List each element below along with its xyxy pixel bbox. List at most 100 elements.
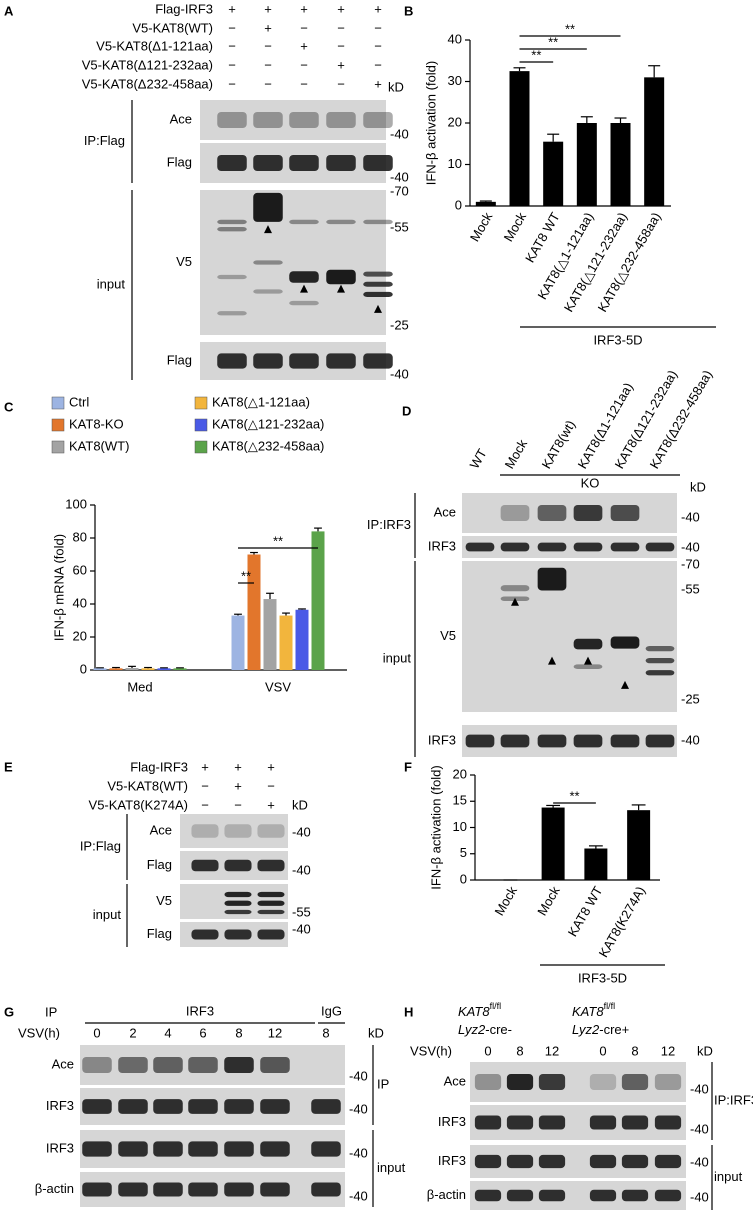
band bbox=[153, 1099, 183, 1114]
band bbox=[224, 1182, 254, 1197]
bar bbox=[311, 531, 325, 670]
y-tick-label: 20 bbox=[73, 628, 87, 643]
lane-label: Mock bbox=[502, 436, 531, 471]
y-axis-label: IFN-β mRNA (fold) bbox=[51, 534, 66, 641]
row-label: Ace bbox=[444, 1073, 466, 1088]
band bbox=[500, 734, 530, 748]
y-tick-label: 40 bbox=[73, 595, 87, 610]
treatment-label: V5-KAT8(WT) bbox=[132, 20, 213, 35]
band bbox=[363, 291, 393, 297]
panel-letter: G bbox=[4, 1004, 14, 1019]
band bbox=[621, 1189, 649, 1202]
marker-label: -40 bbox=[349, 1188, 368, 1203]
marker-label: -55 bbox=[681, 581, 700, 596]
treatment-sign: − bbox=[337, 20, 345, 35]
blot-background bbox=[200, 100, 386, 140]
band bbox=[257, 909, 285, 915]
y-tick-label: 40 bbox=[448, 31, 462, 46]
treatment-sign: − bbox=[300, 20, 308, 35]
band bbox=[645, 645, 675, 652]
bar bbox=[576, 123, 597, 206]
band bbox=[253, 155, 283, 171]
band bbox=[654, 1115, 682, 1130]
genotype: Lyz2-cre- bbox=[458, 1022, 512, 1037]
treatment-sign: − bbox=[337, 76, 345, 91]
panel-letter: B bbox=[404, 3, 413, 18]
band bbox=[610, 636, 640, 649]
band bbox=[257, 900, 285, 906]
bar bbox=[109, 668, 123, 670]
treatment-sign: − bbox=[228, 38, 236, 53]
band bbox=[260, 1099, 290, 1114]
kd-label: kD bbox=[697, 1043, 713, 1058]
treatment-sign: − bbox=[264, 76, 272, 91]
significance-label: ** bbox=[273, 533, 283, 548]
row-label: IRF3 bbox=[428, 732, 456, 747]
gene: Lyz2 bbox=[458, 1022, 486, 1037]
marker-label: -40 bbox=[681, 732, 700, 747]
band bbox=[253, 112, 283, 128]
treatment-sign: + bbox=[300, 38, 308, 53]
band bbox=[224, 1057, 254, 1073]
band bbox=[289, 112, 319, 128]
band bbox=[500, 542, 530, 552]
lane-label: 8 bbox=[631, 1043, 638, 1058]
y-tick-label: 100 bbox=[65, 496, 87, 511]
y-tick-label: 30 bbox=[448, 73, 462, 88]
band bbox=[224, 891, 252, 898]
blot-background bbox=[180, 814, 288, 848]
treatment-sign: − bbox=[267, 778, 275, 793]
bar bbox=[157, 668, 171, 670]
band bbox=[537, 505, 567, 521]
band bbox=[217, 353, 247, 369]
treatment-label: V5-KAT8(K274A) bbox=[89, 797, 188, 812]
band bbox=[363, 271, 393, 277]
band bbox=[537, 542, 567, 552]
treatment-sign: − bbox=[374, 57, 382, 72]
band bbox=[474, 1115, 502, 1130]
significance-label: ** bbox=[241, 568, 251, 583]
panel-letter: F bbox=[404, 759, 412, 774]
lane-label: 6 bbox=[199, 1025, 206, 1040]
band bbox=[326, 155, 356, 171]
y-tick-label: 20 bbox=[448, 114, 462, 129]
band bbox=[217, 226, 247, 232]
marker-label: -70 bbox=[390, 183, 409, 198]
band bbox=[326, 219, 356, 225]
band bbox=[224, 929, 252, 940]
header-group: IgG bbox=[321, 1003, 342, 1018]
arrowhead bbox=[300, 284, 308, 293]
marker-label: -40 bbox=[690, 1081, 709, 1096]
row-label: V5 bbox=[156, 893, 172, 908]
y-axis-label: IFN-β activation (fold) bbox=[428, 765, 443, 890]
panel-letter: A bbox=[4, 3, 14, 18]
y-tick-label: 15 bbox=[453, 793, 467, 808]
band bbox=[82, 1057, 112, 1073]
band bbox=[260, 1141, 290, 1157]
bar bbox=[644, 77, 665, 206]
band bbox=[82, 1099, 112, 1114]
row-label: Flag bbox=[167, 352, 192, 367]
blot-background bbox=[470, 1062, 686, 1102]
band bbox=[506, 1115, 534, 1130]
bar bbox=[141, 668, 155, 670]
bar bbox=[541, 807, 565, 880]
treatment-sign: + bbox=[234, 778, 242, 793]
band bbox=[260, 1182, 290, 1197]
group-label: IP:Flag bbox=[80, 838, 121, 853]
genotype: KAT8fl/fl bbox=[572, 1001, 615, 1019]
treatment-sign: + bbox=[228, 1, 236, 16]
bar bbox=[584, 848, 608, 880]
treatment-sign: + bbox=[267, 797, 275, 812]
treatment-label: V5-KAT8(WT) bbox=[107, 778, 188, 793]
group-label: input bbox=[377, 1160, 406, 1175]
band bbox=[363, 155, 393, 171]
band bbox=[465, 734, 495, 748]
x-tick-label: KAT8 WT bbox=[565, 884, 606, 940]
row-label: Ace bbox=[150, 822, 172, 837]
marker-label: -25 bbox=[390, 317, 409, 332]
y-tick-label: 60 bbox=[73, 562, 87, 577]
treatment-label: Flag-IRF3 bbox=[130, 759, 188, 774]
band bbox=[537, 567, 567, 591]
header-group: IRF3 bbox=[186, 1003, 214, 1018]
